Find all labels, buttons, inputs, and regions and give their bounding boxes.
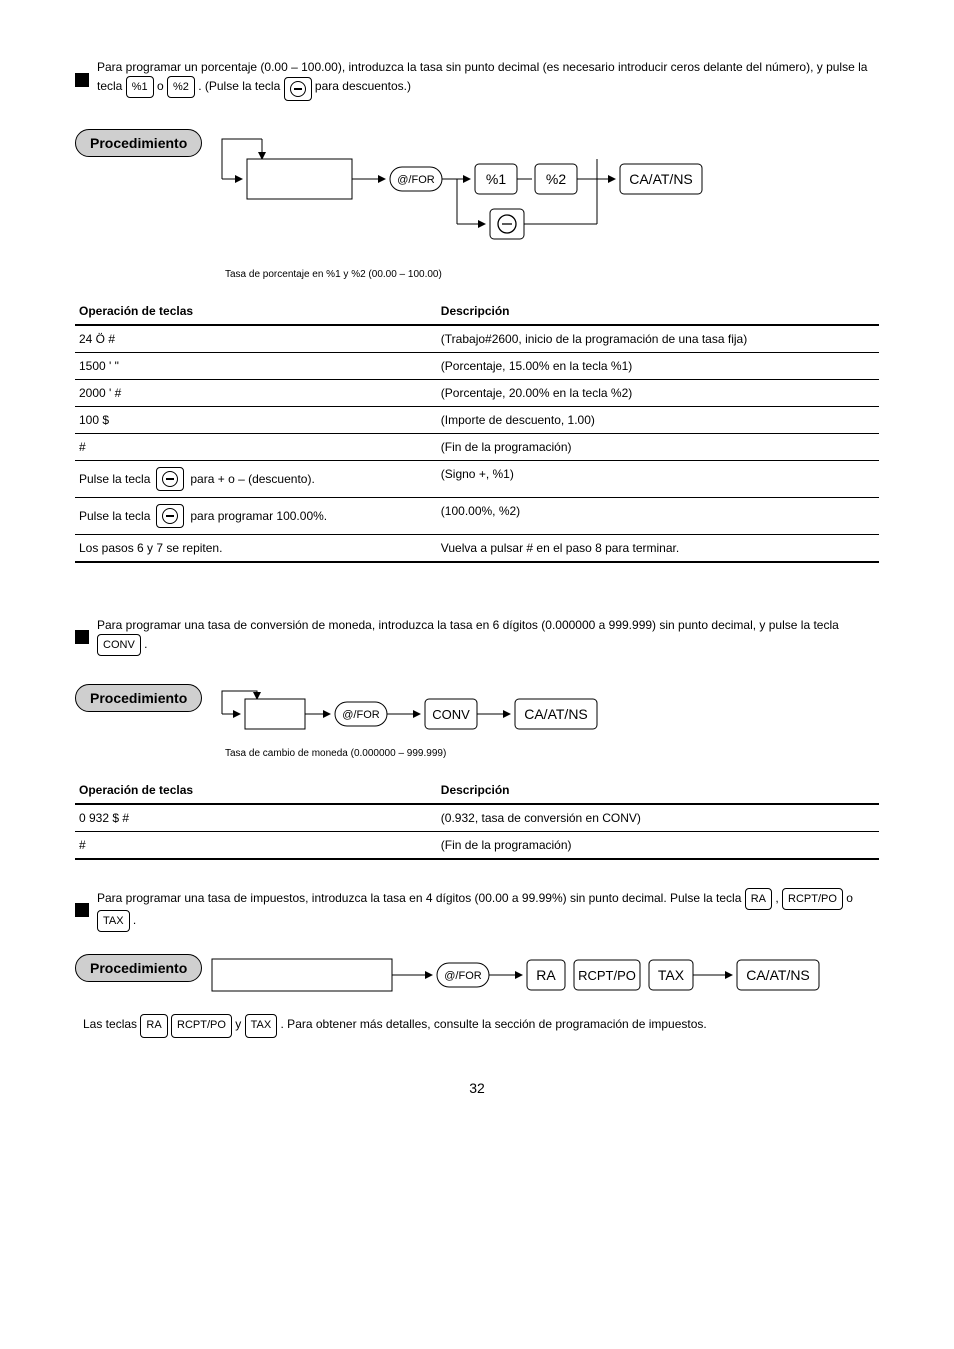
flow-diagram-3: @/FOR RA RCPT/PO TAX CA/AT/NS <box>202 954 882 1004</box>
section-1-heading: Para programar un porcentaje (0.00 – 100… <box>75 60 879 101</box>
table-row-desc: (Fin de la programación) <box>437 433 879 460</box>
table-row-ks: # <box>75 433 437 460</box>
table-row-ks: 1500 ' " <box>75 352 437 379</box>
section-3-text: Para programar una tasa de impuestos, in… <box>97 888 879 933</box>
flow2-desc: Tasa de cambio de moneda (0.000000 – 999… <box>225 748 879 759</box>
table1-h1: Operación de teclas <box>75 298 437 325</box>
table-row-ks: Los pasos 6 y 7 se repiten. <box>75 534 437 562</box>
key-minus <box>156 467 184 491</box>
svg-text:@/FOR: @/FOR <box>343 709 380 721</box>
svg-text:RCPT/PO: RCPT/PO <box>578 968 636 983</box>
table-row-desc: Vuelva a pulsar # en el paso 8 para term… <box>437 534 879 562</box>
key-minus <box>284 77 312 101</box>
table-row-ks: Pulse la tecla para + o – (descuento). <box>75 460 437 497</box>
svg-text:CA/AT/NS: CA/AT/NS <box>524 706 588 722</box>
procedure-label-3: Procedimiento <box>75 954 202 982</box>
key-rcptpo-small: RCPT/PO <box>171 1014 232 1038</box>
svg-text:@/FOR: @/FOR <box>398 174 435 186</box>
table2-h1: Operación de teclas <box>75 777 437 804</box>
table-row-desc: (Importe de descuento, 1.00) <box>437 406 879 433</box>
svg-text:%1: %1 <box>486 171 506 187</box>
section3-note: Las teclas RA RCPT/PO y también se puede… <box>83 1014 879 1038</box>
bullet-icon <box>75 903 89 917</box>
table-row-ks: 2000 ' # <box>75 379 437 406</box>
table-row-desc: (Porcentaje, 20.00% en la tecla %2) <box>437 379 879 406</box>
page-number: 32 <box>75 1080 879 1096</box>
svg-text:RA: RA <box>537 967 557 983</box>
svg-text:CA/AT/NS: CA/AT/NS <box>746 967 810 983</box>
section-2-heading: Para programar una tasa de conversión de… <box>75 618 879 656</box>
section-1-text: Para programar un porcentaje (0.00 – 100… <box>97 60 879 101</box>
table2-h2: Descripción <box>437 777 879 804</box>
flow-diagram-2: @/FOR CONV CA/AT/NS <box>202 684 879 744</box>
key-rcptpo: RCPT/PO <box>782 888 843 910</box>
table-row-ks: 0 932 $ # <box>75 804 437 832</box>
key-tax: TAX <box>97 910 130 932</box>
key-minus <box>156 504 184 528</box>
flow-diagram-1: @/FOR %1 %2 CA/AT/NS <box>202 129 879 269</box>
table-row-desc: (0.932, tasa de conversión en CONV) <box>437 804 879 832</box>
bullet-icon <box>75 73 89 87</box>
key-ra: RA <box>745 888 772 910</box>
minus-icon <box>290 81 306 97</box>
svg-text:CONV: CONV <box>432 707 470 722</box>
minus-icon <box>162 508 178 524</box>
table1-h2: Descripción <box>437 298 879 325</box>
key-pct1: %1 <box>126 76 154 98</box>
table-row-desc: (Fin de la programación) <box>437 831 879 859</box>
svg-text:TAX: TAX <box>658 967 685 983</box>
section-2-text: Para programar una tasa de conversión de… <box>97 618 879 656</box>
procedure-label-2: Procedimiento <box>75 684 202 712</box>
table-1: Operación de teclas Descripción 24 Ö #(T… <box>75 298 879 563</box>
table-row-desc: (Signo +, %1) <box>437 460 879 497</box>
table-row-ks: Pulse la tecla para programar 100.00%. <box>75 497 437 534</box>
section-3-heading: Para programar una tasa de impuestos, in… <box>75 888 879 933</box>
flow1-desc: Tasa de porcentaje en %1 y %2 (00.00 – 1… <box>225 269 879 280</box>
svg-text:CA/AT/NS: CA/AT/NS <box>629 171 693 187</box>
table-2: Operación de teclas Descripción 0 932 $ … <box>75 777 879 860</box>
table-row-desc: (Porcentaje, 15.00% en la tecla %1) <box>437 352 879 379</box>
key-conv: CONV <box>97 634 141 656</box>
bullet-icon <box>75 630 89 644</box>
table-row-ks: # <box>75 831 437 859</box>
key-pct2: %2 <box>167 76 195 98</box>
procedure-label-1: Procedimiento <box>75 129 202 157</box>
table-row-ks: 100 $ <box>75 406 437 433</box>
key-ra-small: RA <box>140 1014 167 1038</box>
table-row-desc: (Trabajo#2600, inicio de la programación… <box>437 325 879 353</box>
table-row-ks: 24 Ö # <box>75 325 437 353</box>
svg-text:@/FOR: @/FOR <box>445 970 482 982</box>
svg-text:%2: %2 <box>546 171 566 187</box>
minus-icon <box>162 471 178 487</box>
key-tax-small: TAX <box>245 1014 278 1038</box>
table-row-desc: (100.00%, %2) <box>437 497 879 534</box>
